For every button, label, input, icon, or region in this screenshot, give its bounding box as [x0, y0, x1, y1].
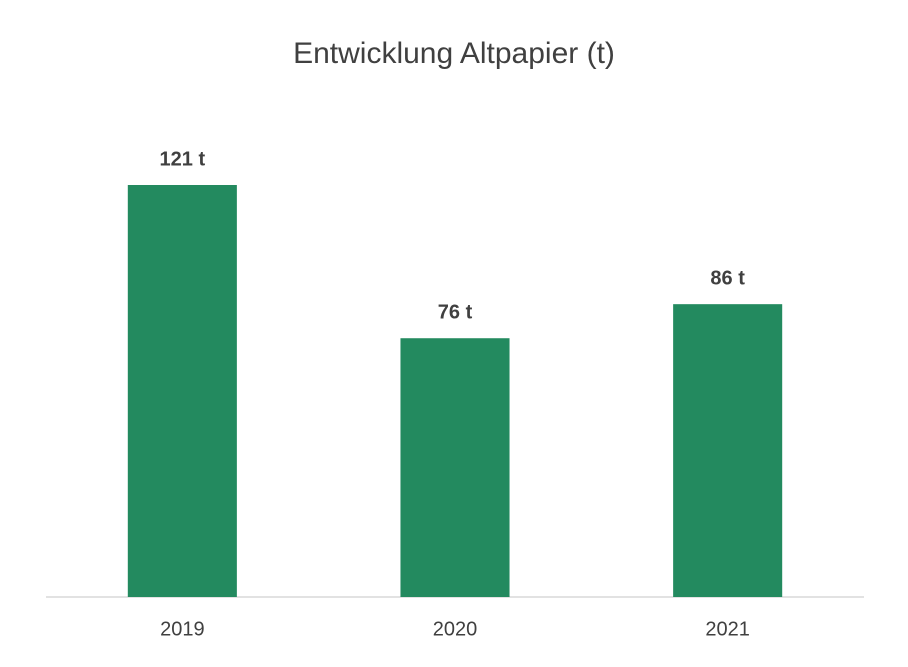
x-tick-label: 2021	[705, 618, 750, 640]
x-tick-label: 2020	[433, 618, 478, 640]
bar	[673, 304, 783, 597]
data-label: 121 t	[160, 148, 206, 170]
chart-title: Entwicklung Altpapier (t)	[293, 37, 615, 70]
data-label: 76 t	[438, 302, 473, 324]
bar	[400, 338, 510, 597]
x-tick-label: 2019	[160, 618, 205, 640]
data-label: 86 t	[710, 267, 745, 289]
bar	[127, 185, 237, 597]
